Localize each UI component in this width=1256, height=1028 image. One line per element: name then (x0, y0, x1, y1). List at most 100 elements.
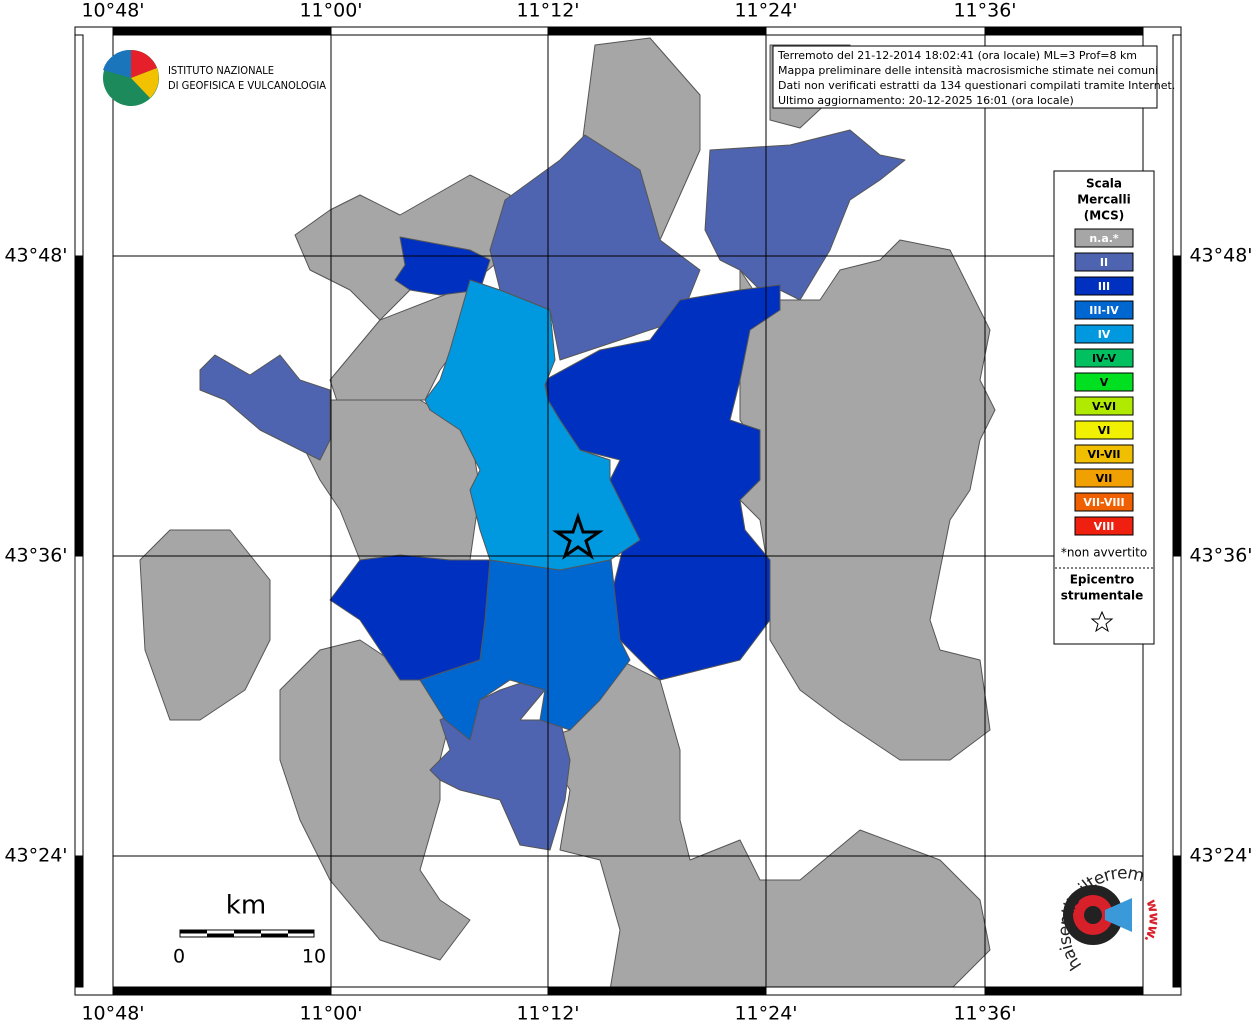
info-line: Mappa preliminare delle intensità macros… (778, 64, 1158, 77)
logo-prefix-path: www. (1140, 898, 1161, 946)
frame-bar (112, 986, 332, 996)
region (299, 399, 481, 561)
lat-label: 43°36' (4, 545, 67, 567)
info-line: Dati non verificati estratti da 134 ques… (778, 79, 1175, 92)
region (199, 354, 331, 461)
lon-label: 11°00' (299, 0, 362, 22)
lon-label: 11°12' (516, 1003, 579, 1025)
lon-label: 11°24' (734, 0, 797, 22)
lon-label: 11°24' (734, 1003, 797, 1025)
lat-label: 43°24' (4, 845, 67, 867)
logo-segment (103, 49, 131, 78)
scale-bar-segment (288, 930, 314, 934)
legend-swatch (1074, 468, 1134, 488)
frame-bar (330, 26, 549, 36)
region (419, 549, 631, 741)
lat-label: 43°48' (1189, 245, 1252, 267)
info-box (772, 45, 1158, 109)
scale-unit: km (226, 891, 266, 921)
frame-bar (984, 26, 1144, 36)
lon-label: 11°00' (299, 1003, 362, 1025)
legend-label: VIII (1094, 520, 1115, 533)
scale-end: 10 (302, 946, 326, 968)
logo-prefix: www. (1140, 898, 1161, 946)
legend-swatch (1074, 444, 1134, 464)
frame-bar (74, 855, 84, 988)
frame-bar (765, 26, 986, 36)
legend-label: IV (1098, 328, 1111, 341)
regions (139, 37, 996, 991)
region (424, 279, 641, 571)
legend-swatch (1074, 324, 1134, 344)
legend-box (1053, 170, 1155, 645)
lon-label: 11°12' (516, 0, 579, 22)
legend-swatch (1074, 492, 1134, 512)
legend-swatch (1074, 276, 1134, 296)
region (394, 236, 491, 296)
frame-bar (1172, 855, 1182, 988)
logo-speaker (1105, 898, 1132, 932)
legend-label: VI-VII (1087, 448, 1120, 461)
graticule: 10°48' 10°48' 11°00' 11°00' 11°12' 11°12' 11°2… (4, 0, 1252, 1025)
lat-label: 43°24' (1189, 845, 1252, 867)
info-lines: Terremoto del 21-12-2014 18:02:41 (ora l… (777, 49, 1175, 107)
legend-label: V-VI (1092, 400, 1116, 413)
legend-title: (MCS) (1084, 209, 1125, 223)
frame-bar (765, 986, 986, 996)
region (544, 284, 781, 681)
region (704, 129, 906, 301)
legend-swatch (1074, 300, 1134, 320)
institute-logo: ISTITUTO NAZIONALE DI GEOFISICA E VULCAN… (103, 49, 326, 106)
frame-bar (1172, 555, 1182, 857)
legend-title: Mercalli (1077, 193, 1131, 207)
lon-label: 10°48' (81, 1003, 144, 1025)
legend-title: Scala (1086, 177, 1122, 191)
legend-label: III (1098, 280, 1110, 293)
frame-bar (547, 986, 767, 996)
scale-bar-segment (234, 930, 261, 934)
logo-ring (1084, 906, 1102, 924)
logo-segment (131, 68, 159, 98)
legend-label: III-IV (1089, 304, 1119, 317)
frame-bar (74, 34, 84, 257)
frame-bar (547, 26, 767, 36)
legend-epicenter: strumentale (1061, 589, 1144, 603)
legend-label: V (1100, 376, 1109, 389)
institute-name: ISTITUTO NAZIONALE (168, 64, 274, 77)
frame-bar (1172, 255, 1182, 557)
scale-start: 0 (173, 946, 185, 968)
info-line: Terremoto del 21-12-2014 18:02:41 (ora l… (777, 49, 1137, 62)
legend-swatch (1074, 420, 1134, 440)
legend: ScalaMercalli(MCS)n.a.*IIIIIIII-IVIVIV-V… (1074, 177, 1134, 536)
legend-label: VI (1098, 424, 1111, 437)
legend-label: IV-V (1092, 352, 1117, 365)
frame-bar (330, 986, 549, 996)
lon-label: 11°36' (953, 0, 1016, 22)
legend-label: VII (1096, 472, 1113, 485)
scale-bar-segment (207, 933, 234, 937)
frame-bar (112, 26, 332, 36)
info-line: Ultimo aggiornamento: 20-12-2025 16:01 (… (778, 94, 1074, 107)
frame-bar (74, 255, 84, 557)
frame-bar (984, 986, 1144, 996)
legend-swatch (1074, 252, 1134, 272)
lat-label: 43°48' (4, 245, 67, 267)
lon-label: 11°36' (953, 1003, 1016, 1025)
scale-bar-segment (261, 933, 288, 937)
scale-bar: km 0 10 (173, 891, 326, 968)
legend-swatch (1074, 372, 1134, 392)
frame-bar (74, 555, 84, 857)
legend-label: VII-VIII (1083, 496, 1124, 509)
legend-swatch (1074, 348, 1134, 368)
legend-epicenter: Epicentro (1070, 573, 1135, 587)
legend-label: II (1100, 256, 1108, 269)
institute-name: DI GEOFISICA E VULCANOLOGIA (168, 79, 326, 92)
legend-swatch (1074, 396, 1134, 416)
lat-label: 43°36' (1189, 545, 1252, 567)
legend-swatch (1074, 228, 1134, 248)
legend-swatch (1074, 516, 1134, 536)
region (539, 659, 991, 991)
epicenter-star (552, 512, 604, 560)
legend-label: n.a.* (1089, 232, 1119, 245)
